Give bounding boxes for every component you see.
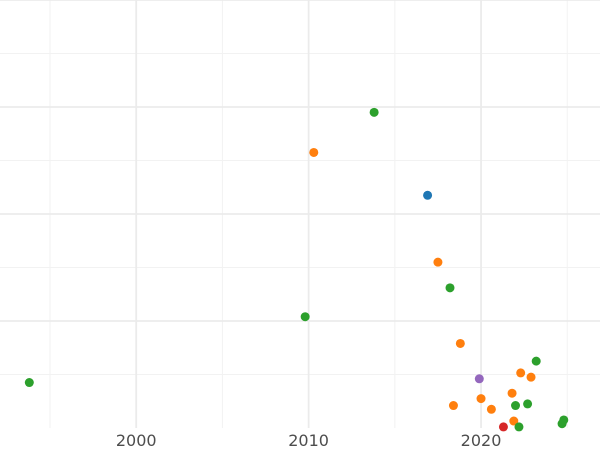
data-point: [455, 338, 465, 348]
data-point: [509, 416, 519, 426]
data-point: [514, 422, 524, 432]
grid-layer: [0, 0, 600, 428]
data-point: [507, 388, 517, 398]
data-point: [300, 312, 310, 322]
data-point: [498, 422, 508, 432]
data-point: [511, 401, 521, 411]
data-point: [433, 257, 443, 267]
data-point: [516, 368, 526, 378]
data-point: [423, 190, 433, 200]
x-tick-label: 2000: [116, 431, 157, 450]
data-point: [486, 404, 496, 414]
points-layer: [24, 107, 569, 432]
x-tick-label: 2010: [288, 431, 329, 450]
data-point: [531, 356, 541, 366]
data-point: [557, 419, 567, 429]
data-point: [309, 147, 319, 157]
data-point: [369, 107, 379, 117]
data-point: [476, 394, 486, 404]
data-point: [474, 374, 484, 384]
data-point: [445, 283, 455, 293]
x-tick-label: 2020: [461, 431, 502, 450]
data-point: [523, 399, 533, 409]
x-axis-ticks: 2000 2010 2020: [116, 431, 502, 450]
data-point: [24, 378, 34, 388]
data-point: [448, 401, 458, 411]
data-point: [526, 372, 536, 382]
